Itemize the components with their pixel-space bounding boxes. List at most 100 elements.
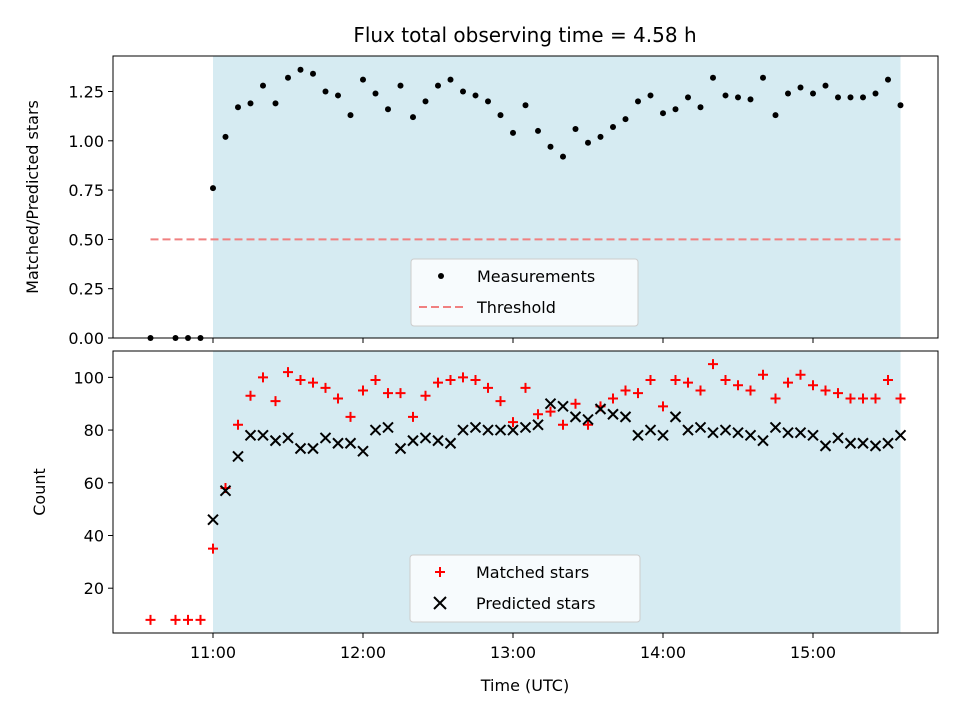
predicted-star-point [357, 445, 369, 457]
matched-star-point [308, 377, 318, 388]
measurement-point [472, 92, 479, 99]
measurement-point [760, 74, 766, 81]
measurement-point [772, 112, 779, 119]
predicted-star-point [519, 421, 532, 434]
predicted-star-point [507, 424, 519, 436]
predicted-star-point [894, 429, 907, 442]
matched-star-point [795, 369, 806, 380]
y-tick-label: 0.50 [68, 230, 104, 249]
matched-star-point [170, 614, 181, 625]
predicted-star-point [544, 398, 557, 410]
measurement-point [897, 102, 904, 109]
predicted-star-point [532, 419, 544, 431]
measurement-point [685, 94, 691, 101]
matched-star-point [820, 385, 831, 396]
measurement-point [485, 98, 491, 105]
measurement-point [872, 90, 879, 97]
matched-star-point [233, 419, 243, 430]
measurement-point [322, 88, 329, 95]
measurement-point [572, 125, 579, 132]
x-axis-label: Time (UTC) [480, 676, 569, 695]
measurement-point [397, 82, 404, 89]
matched-star-point [695, 385, 706, 396]
matched-star-point [433, 377, 443, 388]
measurement-point [822, 82, 829, 89]
measurement-point [547, 143, 554, 150]
measurement-point [522, 102, 529, 109]
legend-box [410, 258, 639, 327]
predicted-star-point [832, 432, 844, 444]
measurement-point [247, 100, 254, 107]
matched-star-point [633, 388, 643, 399]
matched-star-point [408, 411, 418, 422]
predicted-star-point [607, 408, 619, 420]
legend-box [409, 554, 641, 623]
predicted-star-point [719, 424, 732, 436]
matched-star-point [658, 401, 668, 412]
matched-star-point [183, 614, 193, 625]
matched-star-point [270, 396, 281, 407]
measurement-point [435, 82, 441, 89]
predicted-star-point [732, 426, 744, 439]
matched-star-point [470, 374, 481, 385]
measurement-point [672, 106, 679, 113]
matched-star-point [245, 390, 256, 401]
predicted-star-point [844, 437, 857, 449]
measurement-point [510, 129, 516, 136]
matched-star-point [870, 393, 881, 404]
measurement-point [710, 74, 716, 81]
matched-star-point [770, 393, 781, 404]
measurement-point [310, 70, 316, 77]
matched-star-point [195, 614, 206, 625]
y-tick-label: 40 [84, 526, 104, 545]
y-tick-label: 80 [84, 421, 104, 440]
predicted-star-point [657, 429, 669, 442]
legend-plus-marker [435, 567, 445, 577]
matched-star-point [333, 393, 343, 404]
predicted-star-point [257, 429, 269, 442]
predicted-star-point [319, 432, 332, 444]
predicted-star-point [819, 440, 832, 452]
predicted-star-point [707, 426, 719, 439]
matched-star-point [345, 411, 356, 422]
matched-star-point [883, 374, 893, 385]
measurement-point [210, 185, 216, 192]
predicted-star-point [582, 413, 594, 426]
predicted-star-point [807, 429, 819, 442]
matched-star-point [520, 382, 531, 393]
measurement-point [422, 98, 429, 105]
legend-x-marker [433, 596, 447, 610]
predicted-star-point [857, 437, 869, 449]
measurement-point [785, 90, 791, 97]
matched-star-point [283, 367, 293, 378]
measurement-point [347, 112, 354, 119]
y-tick-label: 100 [73, 368, 104, 387]
y-tick-label: 0.25 [68, 280, 104, 299]
predicted-star-point [594, 403, 607, 415]
matched-star-point [358, 385, 368, 396]
predicted-star-point [432, 434, 444, 447]
measurement-point [560, 153, 566, 160]
measurement-point [272, 100, 279, 107]
matched-star-point [558, 419, 568, 430]
matched-star-point [608, 393, 618, 404]
measurement-point [335, 92, 341, 99]
matched-star-point [845, 393, 856, 404]
bottom-panel: 20 40 60 80 100 11:00 12:00 13:00 14:00 15:00 Matc… [73, 350, 939, 662]
matched-star-point [708, 359, 718, 370]
plot-frame [112, 350, 939, 634]
matched-star-point [145, 614, 156, 625]
matched-star-point [645, 374, 656, 385]
matched-star-point [445, 374, 456, 385]
predicted-star-point [219, 484, 232, 497]
measurement-point [460, 88, 466, 95]
y-tick-label: 20 [84, 579, 104, 598]
matched-star-point [858, 393, 868, 404]
predicted-star-point [419, 432, 432, 444]
predicted-star-point [457, 424, 469, 436]
x-tick-label: 12:00 [340, 643, 386, 662]
bottom-y-axis-label: Count [30, 468, 49, 516]
y-tick-label: 0.00 [68, 329, 104, 348]
measurement-point [722, 92, 729, 99]
x-tick-label: 14:00 [640, 643, 686, 662]
